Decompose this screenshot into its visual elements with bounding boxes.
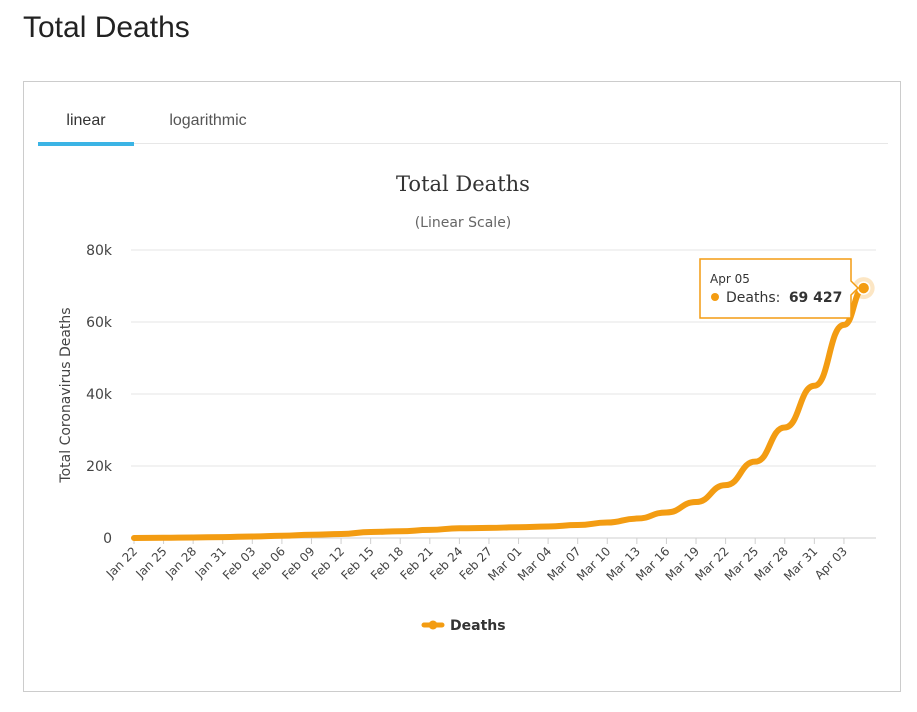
page-title: Total Deaths [23,11,190,44]
x-tick-label: Jan 22 [103,544,140,581]
data-point[interactable] [190,535,196,541]
data-point[interactable] [368,529,374,535]
series-line-deaths [131,285,867,541]
data-point[interactable] [811,383,817,389]
y-tick-label: 80k [86,243,113,259]
chart-title: Total Deaths [396,172,530,196]
data-point-highlighted[interactable] [856,281,871,295]
data-point[interactable] [131,535,137,541]
data-point[interactable] [456,525,462,531]
data-point[interactable] [249,533,255,539]
data-point[interactable] [486,525,492,531]
tooltip-date: Apr 05 [710,272,750,286]
data-point[interactable] [338,531,344,537]
series-layer [131,277,875,541]
tooltip: Apr 05 Deaths: 69 427 [699,258,860,319]
scale-tabs: linear logarithmic [38,102,888,146]
data-point[interactable] [663,509,669,515]
data-point[interactable] [308,532,314,538]
tab-logarithmic[interactable]: logarithmic [169,112,247,129]
data-point[interactable] [693,499,699,505]
x-tick-label: Jan 28 [162,544,199,581]
data-point[interactable] [161,535,167,541]
grid-lines [131,249,876,539]
tooltip-value-line: Deaths: 69 427 [726,290,842,306]
y-tick-label: 60k [86,315,113,331]
legend-item-deaths[interactable]: Deaths [450,618,506,634]
tooltip-box [699,258,860,319]
data-point[interactable] [397,528,403,534]
data-point[interactable] [575,522,581,528]
x-tick-label: Mar 31 [781,544,820,583]
legend-marker-icon [428,620,438,630]
data-point[interactable] [604,520,610,526]
y-tick-label: 20k [86,459,113,475]
y-tick-label: 40k [86,387,113,403]
y-axis-title: Total Coronavirus Deaths [58,307,74,483]
x-tick-label: Apr 03 [812,544,850,582]
tab-linear[interactable]: linear [38,102,134,146]
data-point[interactable] [516,524,522,530]
data-point[interactable] [723,482,729,488]
legend[interactable]: Deaths [421,618,506,634]
data-point[interactable] [427,527,433,533]
chart-subtitle: (Linear Scale) [415,215,512,231]
data-point[interactable] [545,523,551,529]
x-tick-label: Jan 25 [133,544,170,581]
tooltip-series-dot-icon [711,293,719,301]
data-point[interactable] [782,424,788,430]
y-tick-label: 0 [103,531,112,547]
chart-panel: linear logarithmic [23,81,901,692]
data-point[interactable] [841,322,847,328]
data-point[interactable] [220,534,226,540]
data-point[interactable] [279,533,285,539]
data-point[interactable] [634,516,640,522]
y-axis-ticks: 0 20k 40k 60k 80k [86,243,113,547]
data-point[interactable] [752,459,758,465]
tooltip-label: Deaths: [726,290,780,306]
tooltip-value: 69 427 [789,290,843,306]
